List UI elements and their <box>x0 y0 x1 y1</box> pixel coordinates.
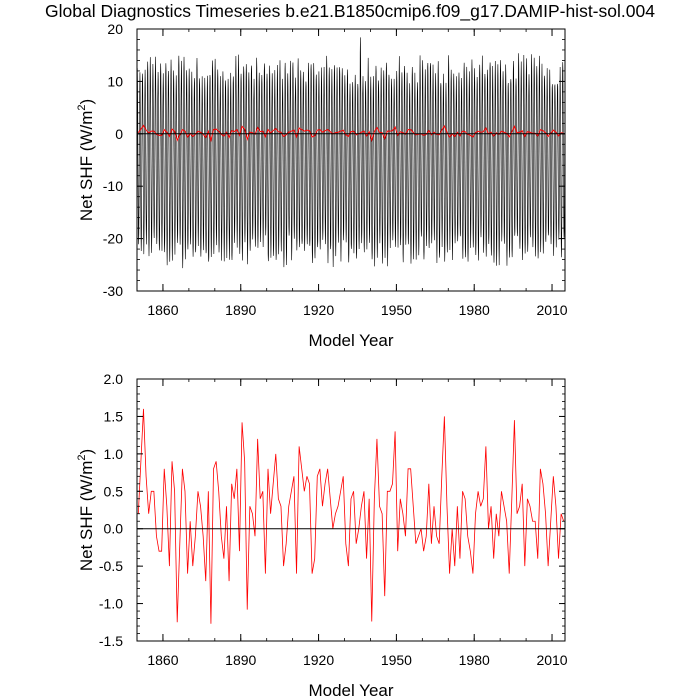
figure-title: Global Diagnostics Timeseries b.e21.B185… <box>45 1 655 21</box>
y-axis-label-superscript: 2 <box>76 455 88 461</box>
y-tick-label: 20 <box>107 21 123 37</box>
x-axis-label: Model Year <box>308 681 393 700</box>
y-tick-label: 1.0 <box>104 446 124 462</box>
y-tick-label: -1.0 <box>99 596 123 612</box>
y-tick-label: -20 <box>103 231 123 247</box>
annual-mean-series-line <box>137 408 565 624</box>
y-axis-label-close: ) <box>77 99 96 105</box>
x-tick-label: 1890 <box>225 652 256 668</box>
x-tick-label: 1860 <box>147 652 178 668</box>
x-tick-label: 2010 <box>536 652 567 668</box>
x-axis-label: Model Year <box>308 331 393 350</box>
plot-area <box>137 37 565 269</box>
y-tick-label: -30 <box>103 283 123 299</box>
y-tick-label: 1.5 <box>104 408 124 424</box>
x-tick-label: 1950 <box>381 652 412 668</box>
y-axis-label-close: ) <box>77 449 96 455</box>
top-panel-monthly-and-annual: -30 -20 -10 0 10 20 1860 1890 1920 1950 1980 2010 Mo… <box>76 21 568 350</box>
x-tick-label: 1920 <box>303 652 334 668</box>
plot-frame <box>136 378 566 642</box>
y-axis-label-superscript: 2 <box>76 105 88 111</box>
y-axis-label: Net SHF (W/m2) <box>76 99 96 221</box>
y-tick-label: -0.5 <box>99 558 123 574</box>
y-tick-label: 2.0 <box>104 371 124 387</box>
x-tick-label: 1980 <box>459 652 490 668</box>
y-axis-label-main: Net SHF (W/m <box>77 461 96 572</box>
x-tick-label: 1950 <box>381 302 412 318</box>
plot-frame <box>136 28 566 292</box>
monthly-series-line <box>137 37 565 269</box>
y-tick-label: 0 <box>115 126 123 142</box>
x-tick-label: 2010 <box>536 302 567 318</box>
y-axis-label: Net SHF (W/m2) <box>76 449 96 571</box>
x-tick-label: 1890 <box>225 302 256 318</box>
x-tick-label: 1980 <box>459 302 490 318</box>
x-tick-label: 1860 <box>147 302 178 318</box>
y-tick-label: 0.0 <box>104 521 124 537</box>
bottom-panel-annual-mean: -1.5 -1.0 -0.5 0.0 0.5 1.0 1.5 2.0 1860 1890 1920 1… <box>76 371 568 700</box>
y-tick-label: -10 <box>103 178 123 194</box>
x-tick-label: 1920 <box>303 302 334 318</box>
y-tick-label: -1.5 <box>99 633 123 649</box>
plot-area <box>137 408 565 624</box>
y-axis-label-main: Net SHF (W/m <box>77 111 96 222</box>
y-tick-label: 10 <box>107 73 123 89</box>
y-tick-label: 0.5 <box>104 483 124 499</box>
